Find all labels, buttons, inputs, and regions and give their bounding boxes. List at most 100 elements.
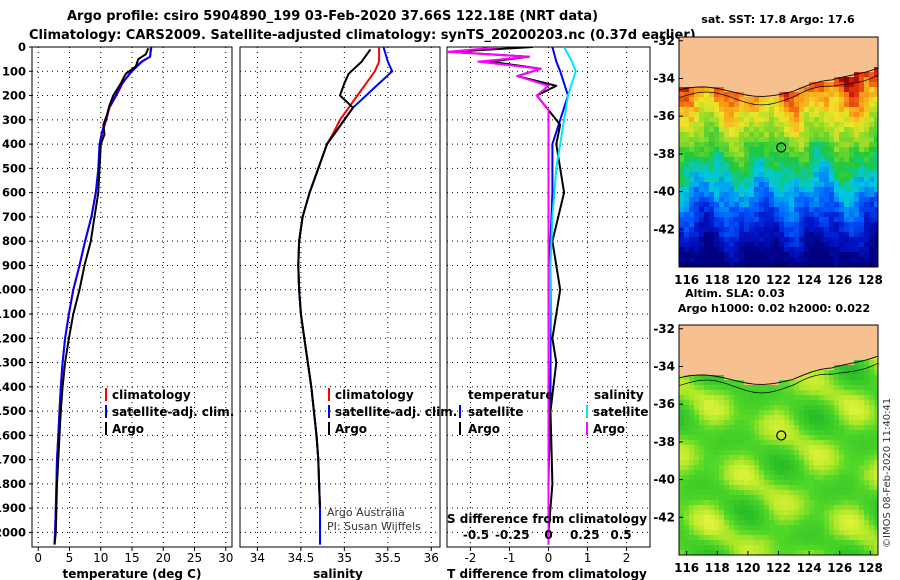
map-cell <box>724 380 730 386</box>
map-cell <box>864 57 870 63</box>
map-cell <box>724 330 730 336</box>
map-cell <box>709 355 715 361</box>
map-cell <box>844 410 850 416</box>
map-cell <box>869 262 875 267</box>
map-cell <box>844 450 850 456</box>
map-cell <box>689 167 695 173</box>
map-cell <box>749 455 755 461</box>
map-cell <box>759 142 765 148</box>
map-cell <box>744 530 750 536</box>
map-cell <box>694 177 700 183</box>
map-cell <box>709 72 715 78</box>
map-cell <box>714 380 720 386</box>
map-cell <box>744 475 750 481</box>
map-cell <box>829 212 835 218</box>
map-cell <box>869 142 875 148</box>
map-cell <box>714 515 720 521</box>
map-cell <box>704 137 710 143</box>
map-cell <box>829 430 835 436</box>
map-cell <box>784 440 790 446</box>
map-cell <box>814 530 820 536</box>
map-cell <box>829 82 835 88</box>
map-cell <box>739 525 745 531</box>
map-y-tick-label: -32 <box>653 34 675 48</box>
map-cell <box>789 52 795 58</box>
map-cell <box>774 67 780 73</box>
map-cell <box>739 217 745 223</box>
map-cell <box>794 52 800 58</box>
map-cell <box>679 252 685 258</box>
map-cell <box>854 227 860 233</box>
map-cell <box>864 187 870 193</box>
map-cell <box>679 217 685 223</box>
map-cell <box>874 67 878 73</box>
map-cell <box>719 252 725 258</box>
map-cell <box>849 410 855 416</box>
map-cell <box>774 345 780 351</box>
map-cell <box>849 92 855 98</box>
map-cell <box>829 350 835 356</box>
map-cell <box>764 137 770 143</box>
map-cell <box>829 232 835 238</box>
map-cell <box>714 550 720 555</box>
map-cell <box>794 430 800 436</box>
map-cell <box>739 375 745 381</box>
map-cell <box>749 242 755 248</box>
map-cell <box>874 335 878 341</box>
map-cell <box>714 370 720 376</box>
map-cell <box>819 550 825 555</box>
map-cell <box>729 52 735 58</box>
map-cell <box>714 177 720 183</box>
map-cell <box>774 122 780 128</box>
map-cell <box>809 375 815 381</box>
map-cell <box>854 182 860 188</box>
map-cell <box>774 107 780 113</box>
map-cell <box>739 227 745 233</box>
map-cell <box>759 355 765 361</box>
map-cell <box>849 117 855 123</box>
map-cell <box>779 460 785 466</box>
map-cell <box>829 370 835 376</box>
map-cell <box>689 500 695 506</box>
map-cell <box>709 510 715 516</box>
map-cell <box>779 102 785 108</box>
map-cell <box>714 147 720 153</box>
map-cell <box>784 335 790 341</box>
map-cell <box>744 202 750 208</box>
map-cell <box>834 42 840 48</box>
map-cell <box>769 330 775 336</box>
map-cell <box>804 405 810 411</box>
map-cell <box>839 52 845 58</box>
map-cell <box>774 227 780 233</box>
map-cell <box>814 410 820 416</box>
map-cell <box>759 435 765 441</box>
map-cell <box>769 510 775 516</box>
map-cell <box>874 77 878 83</box>
map-cell <box>794 117 800 123</box>
map-cell <box>759 325 765 331</box>
map-cell <box>729 247 735 253</box>
temperature-x-axis: 0 5 10 15 20 25 30 <box>34 547 233 565</box>
map-cell <box>709 47 715 53</box>
map-cell <box>829 117 835 123</box>
map-cell <box>689 37 695 43</box>
map-cell <box>844 495 850 501</box>
map-cell <box>774 252 780 258</box>
map-cell <box>839 380 845 386</box>
map-cell <box>719 510 725 516</box>
map-cell <box>804 410 810 416</box>
map-cell <box>799 262 805 267</box>
map-cell <box>794 92 800 98</box>
map-cell <box>859 67 865 73</box>
map-cell <box>834 345 840 351</box>
map-cell <box>834 242 840 248</box>
map-cell <box>794 137 800 143</box>
map-cell <box>844 375 850 381</box>
map-cell <box>729 490 735 496</box>
map-cell <box>754 340 760 346</box>
map-cell <box>749 72 755 78</box>
map-cell <box>834 132 840 138</box>
map-cell <box>689 490 695 496</box>
map-cell <box>694 450 700 456</box>
map-cell <box>699 380 705 386</box>
